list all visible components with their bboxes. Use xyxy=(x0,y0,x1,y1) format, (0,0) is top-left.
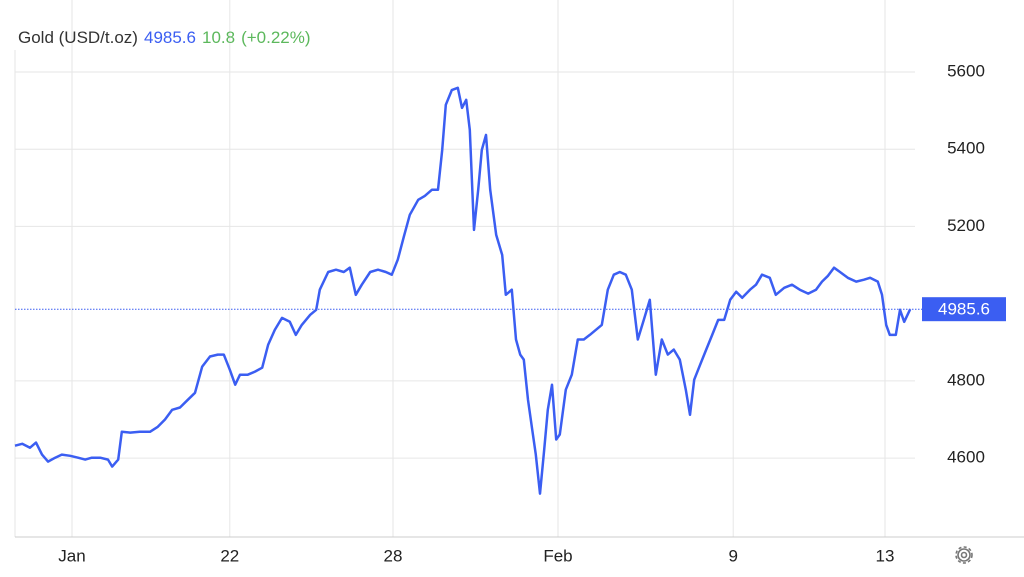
y-tick-label: 4600 xyxy=(947,448,985,467)
y-tick-label: 5400 xyxy=(947,139,985,158)
header: Gold (USD/t.oz) 4985.6 10.8 (+0.22%) xyxy=(18,28,317,48)
price-line xyxy=(14,86,912,495)
change: 10.8 xyxy=(201,28,236,47)
x-tick-label: 28 xyxy=(384,546,403,565)
x-tick-label: Feb xyxy=(543,546,572,565)
y-tick-label: 5600 xyxy=(947,61,985,80)
change-percent: (+0.22%) xyxy=(241,28,311,47)
x-tick-label: 13 xyxy=(876,546,895,565)
x-tick-label: 9 xyxy=(728,546,737,565)
y-tick-label: 4800 xyxy=(947,370,985,389)
x-tick-label: Jan xyxy=(58,546,85,565)
last-price-label: 4985.6 xyxy=(938,300,990,319)
instrument-title: Gold (USD/t.oz) xyxy=(18,28,138,47)
settings-icon[interactable] xyxy=(955,546,973,564)
last-price: 4985.6 xyxy=(143,28,196,47)
x-tick-label: 22 xyxy=(220,546,239,565)
last-price-box xyxy=(922,297,1006,322)
y-tick-label: 5200 xyxy=(947,216,985,235)
